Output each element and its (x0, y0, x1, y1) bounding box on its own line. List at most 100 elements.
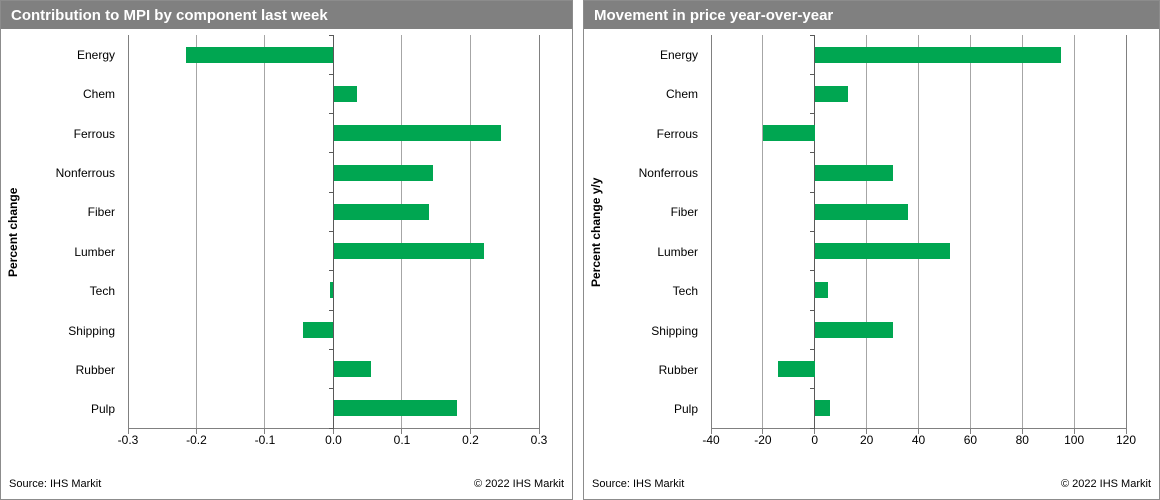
category-label: Pulp (90, 402, 115, 417)
category-axis-tick (328, 113, 334, 115)
category-label: Pulp (673, 402, 698, 417)
x-axis-tick (1125, 428, 1127, 434)
source-note: Source: IHS Markit (9, 478, 102, 490)
bar-nonferrous (814, 164, 893, 181)
plot-area (710, 34, 1127, 434)
x-tick-label: 0.2 (462, 433, 479, 447)
x-tick-label: 0.0 (325, 433, 342, 447)
category-label: Lumber (657, 244, 698, 259)
x-axis-tick-labels: -0.3 -0.2 -0.1 0.0 0.1 0.2 0.3 (118, 433, 548, 449)
x-axis-tick (710, 428, 712, 434)
x-axis-tick (814, 428, 816, 434)
bar-chem (333, 85, 358, 102)
category-axis-tick (809, 348, 815, 350)
x-axis-tick (127, 428, 129, 434)
category-axis-tick (328, 309, 334, 311)
bar-shipping (302, 321, 334, 338)
category-label: Lumber (74, 244, 115, 259)
category-axis-tick (809, 73, 815, 75)
category-axis-tick (328, 388, 334, 390)
chart-title-bar: Movement in price year-over-year (584, 1, 1159, 29)
category-axis-tick (809, 427, 815, 429)
x-tick-label: -40 (702, 433, 720, 447)
bar-lumber (333, 243, 485, 260)
chart-title-bar: Contribution to MPI by component last we… (1, 1, 572, 29)
x-tick-label: 0 (811, 433, 819, 447)
category-label: Fiber (670, 205, 698, 220)
category-axis-tick (328, 34, 334, 36)
x-axis-tick (866, 428, 868, 434)
gridline (401, 35, 403, 428)
x-axis-tick (470, 428, 471, 434)
category-axis-labels: Energy Chem Ferrous Nonferrous Fiber Lumber Te… (606, 35, 706, 429)
gridline (1125, 35, 1127, 428)
bar-energy (186, 46, 334, 63)
category-label: Chem (665, 87, 698, 102)
x-tick-label: 0.1 (393, 433, 411, 447)
copyright-note: © 2022 IHS Markit (473, 478, 564, 490)
x-tick-label: 40 (911, 433, 926, 447)
bar-rubber (778, 361, 815, 378)
category-label: Nonferrous (638, 165, 698, 180)
x-tick-label: -0.1 (254, 433, 276, 447)
category-axis-tick (328, 231, 334, 232)
bar-ferrous (762, 125, 815, 142)
x-tick-label: 60 (963, 433, 978, 447)
bar-pulp (333, 400, 457, 417)
gridline (710, 35, 712, 428)
category-axis-tick (809, 231, 815, 232)
x-axis-tick (1073, 428, 1075, 434)
chart-area: Percent change Energy Chem Ferrous Nonferro… (1, 29, 572, 473)
gridline (470, 35, 471, 428)
gridline (762, 35, 764, 428)
gridline (195, 35, 197, 428)
source-note: Source: IHS Markit (592, 478, 685, 490)
y-axis-title: Percent change (6, 187, 20, 277)
zero-axis-line (333, 35, 334, 428)
category-axis-tick (809, 388, 815, 390)
bar-fiber (333, 203, 430, 220)
gridline (918, 35, 919, 428)
category-label: Nonferrous (55, 165, 115, 180)
x-axis-tick (762, 428, 764, 434)
x-tick-label: -20 (754, 433, 772, 447)
category-axis-tick (328, 191, 334, 193)
category-axis-tick (328, 270, 334, 272)
category-label: Shipping (651, 323, 698, 338)
bar-lumber (814, 243, 950, 260)
category-axis-tick (328, 348, 334, 350)
category-axis-tick (809, 191, 815, 193)
gridline (538, 35, 540, 428)
x-tick-label: 100 (1064, 433, 1085, 447)
gridline (127, 35, 129, 428)
plot-area (127, 34, 540, 434)
gridline (1073, 35, 1075, 428)
bar-fiber (814, 203, 909, 220)
chart-footer: Source: IHS Markit © 2022 IHS Markit (584, 473, 1159, 499)
category-axis-labels: Energy Chem Ferrous Nonferrous Fiber Lumber Te… (23, 35, 123, 429)
category-axis-tick (809, 113, 815, 115)
x-axis-tick (1021, 428, 1023, 434)
bar-shipping (814, 321, 893, 338)
chart-panel-mpi-contribution: Contribution to MPI by component last we… (0, 0, 573, 500)
x-axis-tick (969, 428, 971, 434)
chart-panel-price-movement: Movement in price year-over-year Percent… (583, 0, 1160, 500)
bar-tech (330, 282, 334, 299)
category-label: Chem (82, 87, 115, 102)
category-axis-tick (328, 73, 334, 75)
category-label: Rubber (75, 362, 115, 377)
category-axis-tick (328, 152, 334, 154)
x-axis-tick (538, 428, 540, 434)
category-axis-tick (809, 34, 815, 36)
bar-nonferrous (333, 164, 433, 181)
category-label: Shipping (68, 323, 115, 338)
category-label: Rubber (658, 362, 698, 377)
x-axis-tick (264, 428, 266, 434)
category-label: Ferrous (73, 126, 115, 141)
gridline (969, 35, 971, 428)
gridline (264, 35, 266, 428)
bar-tech (814, 282, 828, 299)
chart-title: Contribution to MPI by component last we… (11, 6, 328, 24)
x-tick-label: 20 (859, 433, 874, 447)
